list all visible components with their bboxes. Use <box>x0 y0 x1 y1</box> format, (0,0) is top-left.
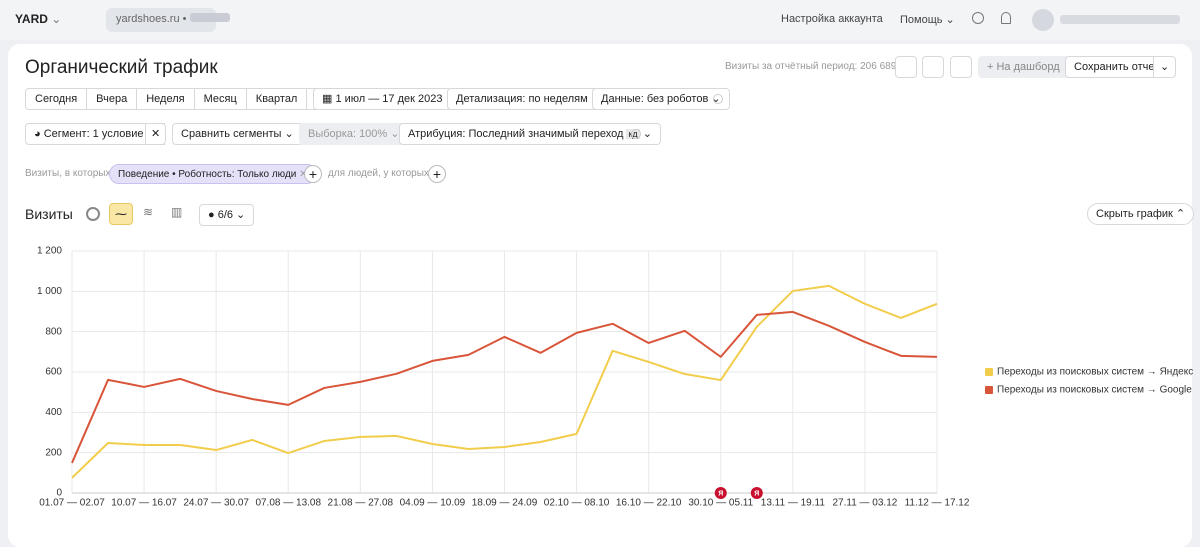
chat-icon[interactable] <box>972 12 984 24</box>
compare-segments[interactable]: Сравнить сегменты ⌄ <box>172 123 303 145</box>
x-tick-label: 10.07 — 16.07 <box>111 498 177 509</box>
visits-total: Визиты за отчётный период: 206 689 <box>725 61 897 72</box>
x-tick-label: 24.07 — 30.07 <box>183 498 249 509</box>
period-button[interactable]: Месяц <box>195 89 247 109</box>
event-label: Я <box>718 490 723 497</box>
x-tick-label: 02.10 — 08.10 <box>544 498 610 509</box>
segment-select[interactable]: ◕ Сегмент: 1 условие ⌄ <box>25 123 165 145</box>
legend-swatch <box>985 368 993 376</box>
event-marker <box>750 487 763 499</box>
x-tick-label: 16.10 — 22.10 <box>616 498 682 509</box>
help-menu[interactable]: Помощь ⌄ <box>900 14 955 26</box>
event-marker <box>714 487 727 499</box>
chart-title: Визиты <box>25 206 73 222</box>
series-selector[interactable]: ● 6/6 ⌄ <box>199 204 255 226</box>
export-button[interactable] <box>922 56 944 78</box>
data-filter-select[interactable]: Данные: без роботов ⌄ <box>592 88 730 110</box>
dashboard-button[interactable]: + На дашборд <box>978 56 1069 78</box>
add-filter[interactable]: + <box>304 165 322 183</box>
y-tick-label: 400 <box>45 407 62 418</box>
legend-label: Переходы из поисковых систем → Яндекс <box>997 367 1193 378</box>
x-tick-label: 07.08 — 13.08 <box>255 498 321 509</box>
series-line <box>71 284 938 479</box>
share-button[interactable] <box>950 56 972 78</box>
x-tick-label: 13.11 — 19.11 <box>761 498 826 509</box>
bar-view[interactable]: ▥ <box>171 205 183 219</box>
filter-suffix: для людей, у которых <box>328 168 429 179</box>
compare-text: Сравнить сегменты <box>181 128 282 140</box>
save-menu[interactable]: ⌄ <box>1153 56 1176 78</box>
logo[interactable]: YARD ⌄ <box>15 12 62 26</box>
help-icon[interactable] <box>713 94 723 104</box>
date-range[interactable]: ▦ 1 июл — 17 дек 2023 <box>313 88 452 110</box>
add-filter[interactable]: + <box>428 165 446 183</box>
event-label: Я <box>754 490 759 497</box>
series-line <box>71 310 938 464</box>
sample-select[interactable]: Выборка: 100% ⌄ <box>299 123 409 145</box>
save-button[interactable]: Сохранить отчет <box>1065 56 1169 78</box>
x-tick-label: 30.10 — 05.11 <box>688 498 753 509</box>
filter-chip-text: Поведение • Роботность: Только люди <box>118 169 297 180</box>
x-tick-label: 21.08 — 27.08 <box>328 498 394 509</box>
area-view[interactable]: ≋ <box>143 205 154 219</box>
y-tick-label: 1 000 <box>37 286 62 297</box>
y-tick-label: 600 <box>45 367 62 378</box>
help-icon[interactable] <box>631 129 641 139</box>
site-name: yardshoes.ru <box>116 13 180 25</box>
help-text: Помощь <box>900 14 943 26</box>
sample-text: Выборка: 100% <box>308 128 388 140</box>
avatar[interactable] <box>1032 9 1054 31</box>
x-tick-label: 11.12 — 17.12 <box>905 498 970 509</box>
series-count: 6/6 <box>217 209 233 221</box>
user-name <box>1060 15 1180 24</box>
account-settings[interactable]: Настройка аккаунта <box>781 13 883 25</box>
period-button[interactable]: Вчера <box>87 89 138 109</box>
pie-view[interactable] <box>86 207 100 221</box>
segment-text: Сегмент: 1 условие <box>43 128 144 140</box>
period-button[interactable]: Сегодня <box>26 89 88 109</box>
filter-chip[interactable]: Поведение • Роботность: Только люди ✕ <box>109 164 317 184</box>
line-view[interactable]: ⁓ <box>109 203 133 225</box>
y-tick-label: 0 <box>56 488 62 499</box>
legend-label: Переходы из поисковых систем → Google <box>997 385 1192 396</box>
detail-select[interactable]: Детализация: по неделям ⌄ <box>447 88 609 110</box>
segment-clear[interactable]: ✕ <box>145 123 167 145</box>
date-range-text: 1 июл — 17 дек 2023 <box>335 93 443 105</box>
x-tick-label: 27.11 — 03.12 <box>832 498 897 509</box>
y-tick-label: 1 200 <box>37 246 62 257</box>
logo-text: YARD <box>15 12 48 26</box>
filter-prefix: Визиты, в которых <box>25 168 111 179</box>
report-title: Органический трафик <box>25 57 218 78</box>
detail-text: Детализация: по неделям <box>456 93 588 105</box>
history-button[interactable] <box>895 56 917 78</box>
bell-icon[interactable] <box>1001 12 1011 24</box>
hide-chart-text: Скрыть график <box>1096 208 1173 220</box>
hide-chart[interactable]: Скрыть график ⌃ <box>1087 203 1195 225</box>
dashboard-text: На дашборд <box>996 61 1060 73</box>
x-tick-label: 04.09 — 10.09 <box>400 498 466 509</box>
period-button[interactable]: Квартал <box>247 89 308 109</box>
period-button[interactable]: Неделя <box>137 89 195 109</box>
x-tick-label: 18.09 — 24.09 <box>472 498 538 509</box>
attribution-text: Атрибуция: Последний значимый переход <box>408 128 624 140</box>
attribution-select[interactable]: Атрибуция: Последний значимый переход кд… <box>399 123 661 145</box>
y-tick-label: 800 <box>45 326 62 337</box>
x-tick-label: 01.07 — 02.07 <box>39 498 105 509</box>
legend-swatch <box>985 386 993 394</box>
site-selector[interactable]: yardshoes.ru • <box>106 8 230 32</box>
data-filter-text: Данные: без роботов <box>601 93 709 105</box>
y-tick-label: 200 <box>45 447 62 458</box>
period-group: СегодняВчераНеделяМесяцКварталГод <box>25 88 344 110</box>
